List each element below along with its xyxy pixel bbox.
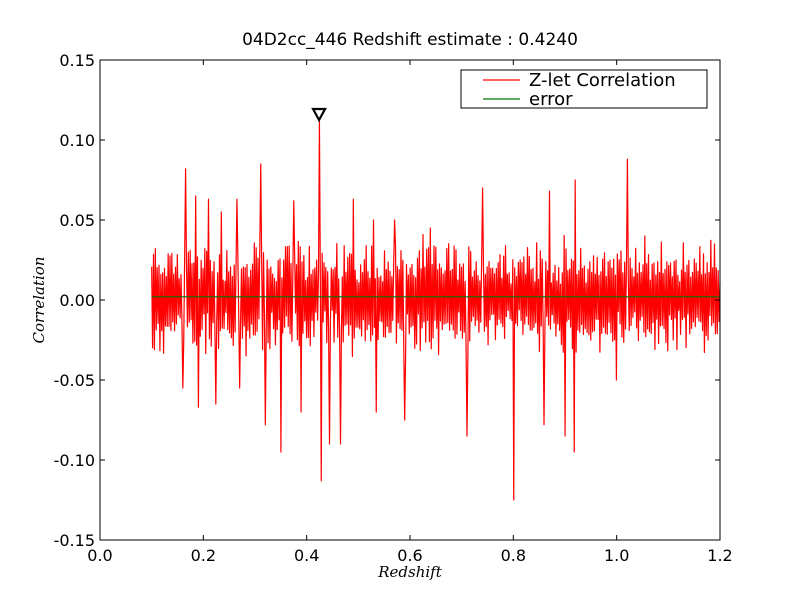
series-z-let-correlation — [151, 118, 721, 501]
y-tick-label: -0.10 — [54, 451, 95, 470]
y-tick-label: 0.10 — [59, 131, 95, 150]
y-tick-label: -0.05 — [54, 371, 95, 390]
x-tick-label: 1.0 — [604, 546, 629, 565]
x-tick-label: 0.2 — [191, 546, 216, 565]
y-axis-label: Correlation — [30, 257, 48, 344]
chart-title: 04D2cc_446 Redshift estimate : 0.4240 — [242, 30, 578, 50]
x-axis-label: Redshift — [377, 563, 442, 581]
y-tick-label: 0.15 — [59, 51, 95, 70]
legend-label-correlation: Z-let Correlation — [529, 70, 676, 91]
legend-box — [460, 69, 708, 109]
x-tick-label: 0.0 — [87, 546, 112, 565]
x-tick-label: 0.8 — [501, 546, 526, 565]
y-tick-label: 0.00 — [59, 291, 95, 310]
x-tick-label: 1.2 — [707, 546, 732, 565]
redshift-estimate-marker — [311, 107, 327, 123]
x-tick-label: 0.4 — [294, 546, 319, 565]
y-tick-label: -0.15 — [54, 531, 95, 550]
x-tick-label: 0.6 — [397, 546, 422, 565]
legend-label-error: error — [529, 89, 573, 110]
y-tick-label: 0.05 — [59, 211, 95, 230]
legend: Z-let Correlation error — [460, 69, 708, 110]
